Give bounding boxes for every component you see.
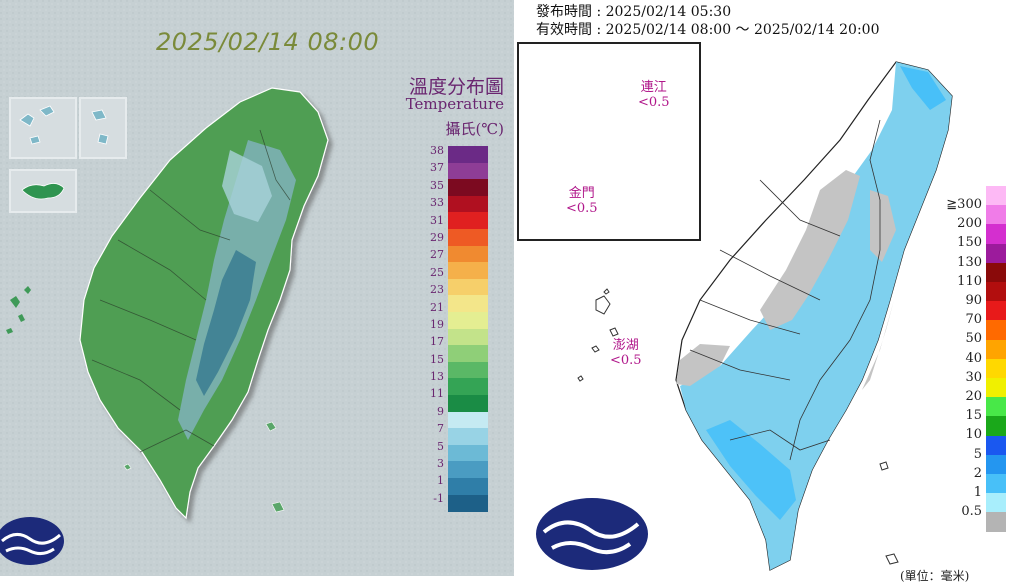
rainfall-legend-swatch [986, 339, 1006, 360]
temperature-legend-swatch [448, 262, 488, 280]
matsu-kinmen-inset-box [517, 42, 701, 241]
temperature-legend-swatch [448, 361, 488, 379]
temperature-legend-swatch [448, 411, 488, 429]
temperature-legend-label: 35 [430, 178, 444, 192]
rainfall-legend-swatch [986, 224, 1006, 245]
temperature-legend-label: 33 [430, 196, 444, 210]
temperature-legend-label: 3 [437, 457, 444, 471]
temperature-legend-swatch [448, 494, 488, 512]
rainfall-legend-label: 50 [965, 331, 982, 347]
rainfall-legend-swatch [986, 397, 1006, 417]
temperature-legend-label: 27 [430, 248, 444, 262]
temperature-legend-label: 19 [430, 317, 444, 331]
temperature-legend-swatch [448, 162, 488, 180]
rainfall-legend-swatch [986, 282, 1006, 302]
temperature-legend-swatch [448, 229, 488, 247]
temperature-legend-label: 15 [430, 352, 444, 366]
rainfall-legend-label: 130 [957, 254, 982, 270]
rainfall-legend-label: 5 [973, 446, 982, 462]
temperature-legend-swatch [448, 478, 488, 496]
rainfall-legend-swatch [986, 454, 1006, 475]
temperature-legend-label: 1 [437, 474, 444, 488]
temperature-legend-swatch [448, 345, 488, 363]
temperature-legend-swatch [448, 195, 488, 213]
matsu-inset [9, 97, 77, 159]
temperature-legend-swatch [448, 312, 488, 330]
temperature-map-graphic [0, 0, 516, 576]
temperature-legend-label: 21 [430, 300, 444, 314]
cwa-logo-left [0, 517, 64, 565]
temperature-legend-swatch [448, 295, 488, 313]
kinmen-label: 金門 <0.5 [566, 186, 598, 216]
rainfall-legend-swatch [986, 358, 1006, 379]
lienchiang-label: 連江 <0.5 [638, 80, 670, 110]
rainfall-legend-swatch [986, 512, 1006, 533]
temperature-legend-label: 31 [430, 213, 444, 227]
rainfall-legend-label: 1 [973, 485, 982, 500]
legend-unit: 攝氏(℃) [445, 120, 504, 138]
rainfall-legend-swatch [986, 435, 1006, 456]
penghu-label: 澎湖 <0.5 [610, 338, 642, 368]
legend-title-en: Temperature [405, 95, 504, 113]
temperature-legend-label: 38 [430, 144, 444, 157]
map-datetime: 2025/02/14 08:00 [156, 28, 380, 56]
temperature-legend-swatch [448, 278, 488, 296]
temperature-legend-swatch [448, 146, 488, 164]
temperature-legend-swatch [448, 461, 488, 479]
temperature-legend-label: 17 [430, 335, 444, 349]
temperature-map-panel: 2025/02/14 08:00 溫度分布圖 Temperature 攝氏(℃)… [0, 0, 516, 576]
rainfall-legend-label: 15 [965, 408, 982, 424]
rainfall-map-panel [516, 0, 1024, 576]
rainfall-legend-label: 0.5 [961, 504, 982, 520]
rainfall-legend-swatch [986, 493, 1006, 513]
rainfall-legend-label: 90 [965, 293, 982, 308]
temperature-legend-label: 37 [430, 161, 444, 175]
temperature-legend-label: 5 [437, 439, 444, 453]
temperature-legend-swatch [448, 428, 488, 446]
cwa-logo-right [536, 498, 648, 570]
rainfall-map-graphic [529, 59, 953, 571]
rainfall-legend-swatch [986, 320, 1006, 341]
temperature-legend-label: 13 [430, 370, 444, 384]
matsu-inset-2 [79, 97, 127, 159]
rainfall-legend-label: 10 [965, 427, 982, 443]
rainfall-legend-label: 20 [965, 389, 982, 404]
temperature-legend-label: 25 [430, 265, 444, 279]
valid-time: 有效時間 : 2025/02/14 08:00 ～ 2025/02/14 20:… [536, 22, 880, 38]
rainfall-legend-swatch [986, 205, 1006, 225]
rainfall-legend-swatch [986, 474, 1006, 494]
temperature-legend-label: 23 [430, 283, 444, 297]
legend-title-zh: 溫度分布圖 [408, 76, 504, 98]
rainfall-legend-label: 30 [965, 369, 982, 385]
rainfall-legend-label: 150 [957, 235, 982, 251]
temperature-legend-label: 29 [430, 230, 444, 244]
rainfall-legend-label: 200 [957, 216, 982, 232]
temperature-legend-label: 11 [430, 387, 444, 401]
rainfall-legend-swatch [986, 243, 1006, 264]
temperature-legend-swatch [448, 444, 488, 462]
temperature-legend-swatch [448, 179, 488, 197]
rainfall-legend-label: 70 [965, 312, 982, 328]
temperature-legend-swatch [448, 378, 488, 396]
rainfall-legend-swatch [986, 186, 1006, 206]
temperature-legend-swatch [448, 245, 488, 263]
rainfall-legend-label: 40 [965, 350, 982, 366]
issued-time: 發布時間 : 2025/02/14 05:30 [536, 4, 732, 20]
rainfall-legend-swatch [986, 262, 1006, 283]
rainfall-legend-swatch [986, 378, 1006, 398]
rainfall-legend-swatch [986, 301, 1006, 321]
temperature-legend-swatch [448, 328, 488, 346]
temperature-legend-label: 9 [437, 404, 444, 418]
panel-divider [514, 0, 517, 576]
rainfall-legend-label: ≧300 [946, 197, 982, 212]
rainfall-legend-swatch [986, 416, 1006, 437]
rainfall-legend-label: 2 [973, 465, 982, 481]
temperature-legend-swatch [448, 395, 488, 413]
temperature-legend-label: -1 [433, 491, 444, 505]
rainfall-legend-label: 110 [957, 273, 982, 289]
temperature-legend-label: 7 [437, 422, 444, 436]
temperature-legend-swatch [448, 212, 488, 230]
